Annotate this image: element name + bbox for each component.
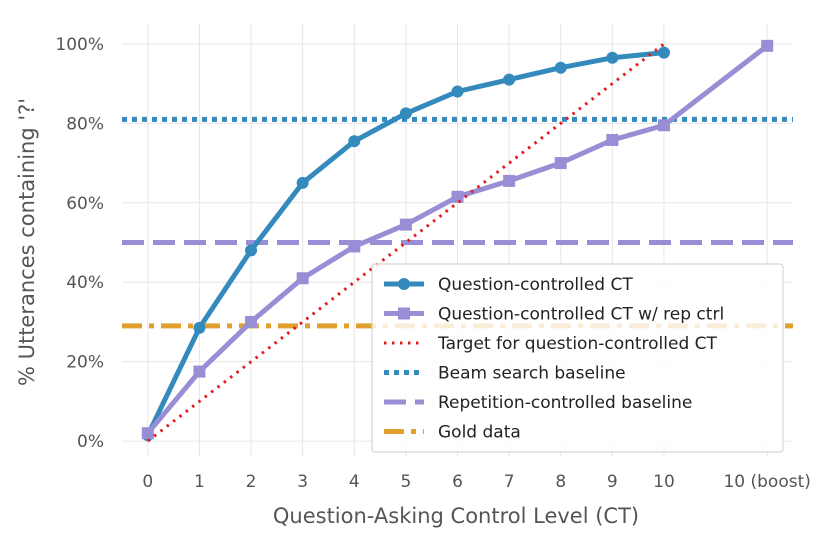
x-tick-label: 5 <box>400 472 411 492</box>
legend-label: Gold data <box>438 423 521 443</box>
x-tick-label: 3 <box>297 472 308 492</box>
legend-entry: Repetition-controlled baseline <box>384 393 692 413</box>
data-point <box>399 107 412 120</box>
legend-label: Target for question-controlled CT <box>437 334 718 354</box>
legend-marker <box>398 307 410 320</box>
x-tick-label: 2 <box>246 472 257 492</box>
y-axis-label: % Utterances containing '?' <box>15 98 39 386</box>
legend-entry: Question-controlled CT <box>384 275 633 295</box>
data-point <box>606 51 619 64</box>
data-point <box>451 190 464 203</box>
legend-label: Question-controlled CT w/ rep ctrl <box>438 305 724 325</box>
data-point <box>348 240 361 253</box>
data-point <box>554 157 567 170</box>
x-tick-label: 10 (boost) <box>723 472 810 492</box>
x-axis-label: Question-Asking Control Level (CT) <box>273 504 639 528</box>
legend-entry: Gold data <box>384 423 521 443</box>
legend-marker <box>398 278 410 290</box>
data-point <box>657 46 670 59</box>
data-point <box>657 119 670 132</box>
legend-box <box>371 263 784 453</box>
series-line <box>145 43 769 435</box>
x-tick-label: 0 <box>142 472 153 492</box>
data-point <box>451 85 464 98</box>
data-point <box>141 427 154 440</box>
x-tick-label: 1 <box>194 472 205 492</box>
data-point <box>193 365 206 378</box>
legend-label: Repetition-controlled baseline <box>438 393 692 413</box>
legend: Question-controlled CT Question-controlle… <box>371 263 784 453</box>
data-point <box>296 272 309 285</box>
y-tick-label: 20% <box>66 353 104 373</box>
tick-labels: 0 1 2 3 4 5 6 7 8 9 10 10 (boost) 0% 20% 40% 60% 80% 100% <box>55 35 811 492</box>
data-point <box>503 174 516 187</box>
data-point <box>399 218 412 231</box>
data-point <box>606 133 619 146</box>
data-point <box>245 315 258 328</box>
x-tick-label: 4 <box>349 472 360 492</box>
y-tick-label: 60% <box>66 194 104 214</box>
data-point <box>193 321 206 334</box>
data-point <box>554 61 567 74</box>
legend-label: Question-controlled CT <box>438 275 633 295</box>
x-tick-label: 10 <box>653 472 675 492</box>
data-point <box>761 39 774 52</box>
y-tick-label: 80% <box>66 114 104 134</box>
x-tick-label: 6 <box>452 472 463 492</box>
legend-entry: Beam search baseline <box>384 364 626 384</box>
y-tick-label: 0% <box>77 432 104 452</box>
series-1 <box>141 39 774 440</box>
y-tick-label: 100% <box>55 35 104 55</box>
x-tick-label: 9 <box>607 472 618 492</box>
x-tick-label: 7 <box>504 472 515 492</box>
y-tick-label: 40% <box>66 273 104 293</box>
data-point <box>503 73 516 86</box>
x-tick-label: 8 <box>555 472 566 492</box>
data-point <box>348 135 361 148</box>
legend-entry: Target for question-controlled CT <box>384 334 718 354</box>
data-point <box>245 244 258 257</box>
legend-entry: Question-controlled CT w/ rep ctrl <box>384 305 724 325</box>
data-point <box>296 176 309 189</box>
legend-label: Beam search baseline <box>438 364 626 384</box>
